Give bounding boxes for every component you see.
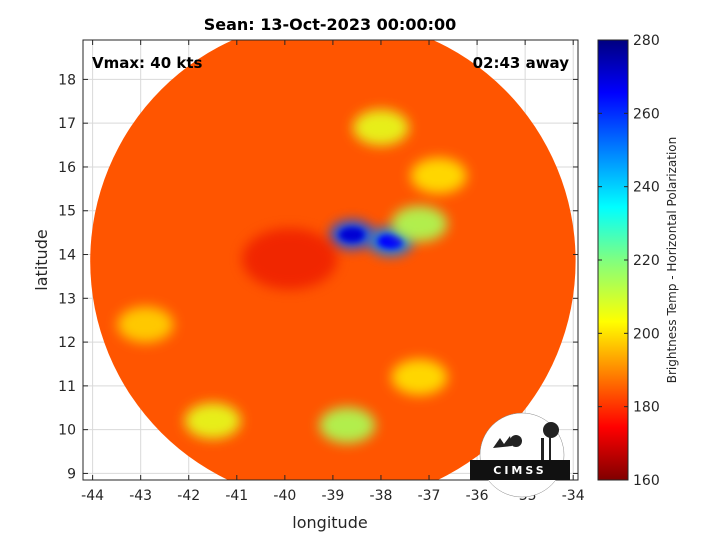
y-tick-label: 18 xyxy=(58,72,76,88)
y-tick-label: 13 xyxy=(58,291,76,307)
colorbar-tick-label: 260 xyxy=(633,106,660,122)
logo-tower-icon xyxy=(541,438,544,460)
x-tick-label: -41 xyxy=(225,488,248,504)
y-axis-label: latitude xyxy=(32,229,51,290)
tb-feature xyxy=(391,359,448,396)
x-tick-label: -42 xyxy=(177,488,200,504)
colorbar xyxy=(597,39,629,481)
y-tick-label: 11 xyxy=(58,379,76,395)
x-tick-label: -39 xyxy=(321,488,344,504)
colorbar-tick-label: 180 xyxy=(633,400,660,416)
x-tick-label: -34 xyxy=(562,488,585,504)
colorbar-tick-label: 240 xyxy=(633,180,660,196)
logo-dome-icon xyxy=(510,435,522,447)
colorbar-label: Brightness Temp - Horizontal Polarizatio… xyxy=(665,137,679,384)
tb-feature xyxy=(391,205,448,242)
time-offset-annotation: 02:43 away xyxy=(473,54,570,72)
y-tick-label: 9 xyxy=(67,466,76,482)
x-tick-label: -38 xyxy=(370,488,393,504)
colorbar-ticks: 160 180 200 220 240 260 280 xyxy=(598,33,660,489)
tb-feature xyxy=(319,407,376,444)
logo-wordmark: CIMSS xyxy=(493,464,546,477)
x-axis-ticks: -44-43-42-41-40-39-38-37-36-35-34 xyxy=(81,40,585,504)
x-tick-label: -43 xyxy=(129,488,152,504)
x-tick-label: -37 xyxy=(418,488,441,504)
tb-feature-core xyxy=(339,227,365,243)
tb-feature-core xyxy=(377,234,404,249)
y-tick-label: 15 xyxy=(58,204,76,220)
chart-title: Sean: 13-Oct-2023 00:00:00 xyxy=(204,15,457,34)
colorbar-tick-label: 220 xyxy=(633,253,660,269)
tb-feature xyxy=(410,157,467,194)
colorbar-tick-label: 200 xyxy=(633,326,660,342)
y-tick-label: 14 xyxy=(58,248,76,264)
x-tick-label: -40 xyxy=(273,488,296,504)
tb-feature xyxy=(184,402,241,439)
plot-frame xyxy=(82,39,579,481)
logo-banner xyxy=(470,460,570,480)
cimss-logo: CIMSS xyxy=(470,412,570,498)
convective-features xyxy=(117,109,467,444)
x-tick-label: -44 xyxy=(81,488,104,504)
logo-dish-icon xyxy=(493,436,512,448)
y-axis-ticks: 9 10 11 12 13 14 15 16 17 18 xyxy=(58,72,578,482)
y-tick-label: 10 xyxy=(58,423,76,439)
y-tick-label: 16 xyxy=(58,160,76,176)
logo-tower-leg-icon xyxy=(549,436,551,460)
colorbar-tick-label: 160 xyxy=(633,473,660,489)
vmax-annotation: Vmax: 40 kts xyxy=(92,54,202,72)
y-tick-label: 12 xyxy=(58,335,76,351)
y-tick-label: 17 xyxy=(58,116,76,132)
tb-feature xyxy=(352,109,409,146)
tb-feature xyxy=(242,228,338,290)
x-axis-label: longitude xyxy=(292,513,367,532)
colorbar-tick-label: 280 xyxy=(633,33,660,49)
x-tick-label: -36 xyxy=(466,488,489,504)
swath-image xyxy=(90,40,576,480)
logo-watertank-icon xyxy=(543,422,559,438)
tb-feature xyxy=(117,306,174,343)
